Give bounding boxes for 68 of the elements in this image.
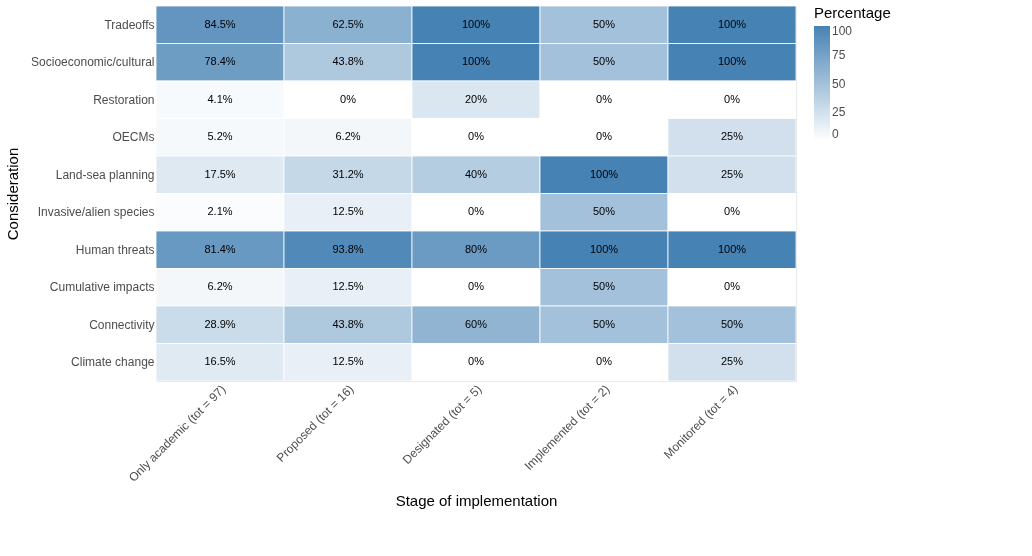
data-label: 0% <box>724 205 741 218</box>
data-label: 0% <box>468 355 485 368</box>
data-label: 93.8% <box>332 242 364 255</box>
data-label: 4.1% <box>207 92 233 105</box>
y-tick-label: Land-sea planning <box>55 167 155 182</box>
data-label: 100% <box>717 242 747 255</box>
y-tick-label: OECMs <box>112 130 155 145</box>
data-label: 12.5% <box>332 355 364 368</box>
data-label: 12.5% <box>332 205 364 218</box>
data-label: 0% <box>468 280 485 293</box>
data-label: 40% <box>464 167 488 180</box>
color-bar-label: 75 <box>832 47 846 62</box>
data-label: 80% <box>464 242 488 255</box>
data-label: 43.8% <box>332 55 364 68</box>
data-label: 100% <box>589 167 619 180</box>
data-label: 50% <box>592 317 616 330</box>
data-label: 6.2% <box>207 280 233 293</box>
data-label: 50% <box>592 17 616 30</box>
data-label: 28.9% <box>204 317 236 330</box>
data-label: 25% <box>720 130 744 143</box>
data-label: 20% <box>464 92 488 105</box>
data-label: 0% <box>724 92 741 105</box>
data-label: 0% <box>468 205 485 218</box>
color-bar-label: 50 <box>832 76 846 91</box>
data-label: 0% <box>340 92 357 105</box>
data-label: 0% <box>596 355 613 368</box>
y-tick-label: Human threats <box>75 242 155 257</box>
data-label: 50% <box>592 205 616 218</box>
data-label: 6.2% <box>335 130 361 143</box>
y-tick-label: Climate change <box>71 355 155 370</box>
data-label: 31.2% <box>332 167 364 180</box>
data-label: 2.1% <box>207 205 233 218</box>
data-label: 0% <box>468 130 485 143</box>
data-label: 43.8% <box>332 317 364 330</box>
data-label: 25% <box>720 355 744 368</box>
data-label: 0% <box>724 280 741 293</box>
y-tick-label: Cumulative impacts <box>49 280 155 295</box>
data-label: 12.5% <box>332 280 364 293</box>
data-label: 78.4% <box>204 55 236 68</box>
color-bar-label: 0 <box>832 127 839 141</box>
x-axis-title: Stage of implementation <box>395 491 558 509</box>
y-tick-label: Tradeoffs <box>104 17 155 32</box>
data-label: 17.5% <box>204 167 236 180</box>
data-label: 0% <box>596 92 613 105</box>
data-label: 0% <box>596 130 613 143</box>
data-label: 100% <box>461 55 491 68</box>
data-label: 50% <box>720 317 744 330</box>
color-bar-label: 25 <box>832 105 846 120</box>
data-label: 16.5% <box>204 355 236 368</box>
data-label: 50% <box>592 55 616 68</box>
y-tick-label: Connectivity <box>89 317 155 332</box>
y-axis-title: Consideration <box>4 147 22 241</box>
data-label: 50% <box>592 280 616 293</box>
data-label: 81.4% <box>204 242 236 255</box>
data-label: 5.2% <box>207 130 233 143</box>
data-label: 100% <box>461 17 491 30</box>
legend-title: Percentage <box>814 4 891 21</box>
data-label: 100% <box>717 17 747 30</box>
data-label: 100% <box>589 242 619 255</box>
y-tick-label: Restoration <box>93 92 155 107</box>
data-label: 84.5% <box>204 17 236 30</box>
color-bar-label: 100 <box>832 24 853 38</box>
y-tick-label: Invasive/alien species <box>37 205 155 220</box>
data-label: 62.5% <box>332 17 364 30</box>
y-tick-label: Socioeconomic/cultural <box>31 55 155 70</box>
data-label: 100% <box>717 55 747 68</box>
data-label: 60% <box>464 317 488 330</box>
data-label: 25% <box>720 167 744 180</box>
